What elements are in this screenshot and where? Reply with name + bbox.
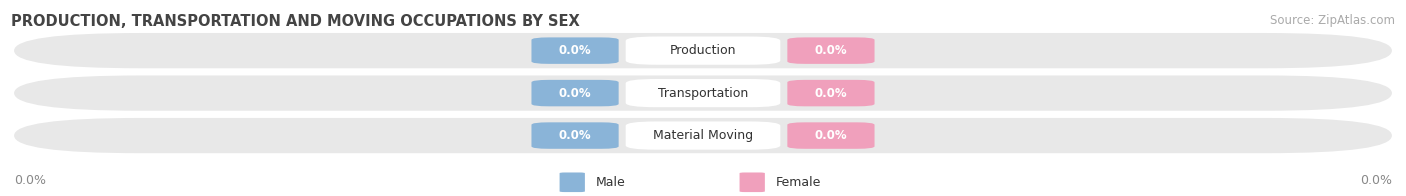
FancyBboxPatch shape — [14, 75, 1392, 111]
Text: 0.0%: 0.0% — [558, 87, 592, 100]
Text: Material Moving: Material Moving — [652, 129, 754, 142]
FancyBboxPatch shape — [14, 118, 1392, 153]
FancyBboxPatch shape — [626, 36, 780, 65]
FancyBboxPatch shape — [626, 122, 780, 150]
FancyBboxPatch shape — [787, 37, 875, 64]
Text: Source: ZipAtlas.com: Source: ZipAtlas.com — [1270, 14, 1395, 27]
FancyBboxPatch shape — [14, 33, 1392, 68]
FancyBboxPatch shape — [626, 79, 780, 107]
FancyBboxPatch shape — [531, 37, 619, 64]
Text: 0.0%: 0.0% — [1360, 174, 1392, 187]
FancyBboxPatch shape — [531, 80, 619, 106]
FancyBboxPatch shape — [787, 80, 875, 106]
Text: PRODUCTION, TRANSPORTATION AND MOVING OCCUPATIONS BY SEX: PRODUCTION, TRANSPORTATION AND MOVING OC… — [11, 14, 581, 29]
Text: Female: Female — [776, 176, 821, 189]
Text: 0.0%: 0.0% — [814, 129, 848, 142]
Text: 0.0%: 0.0% — [814, 44, 848, 57]
FancyBboxPatch shape — [560, 172, 585, 192]
Text: Production: Production — [669, 44, 737, 57]
Text: 0.0%: 0.0% — [814, 87, 848, 100]
Text: Transportation: Transportation — [658, 87, 748, 100]
FancyBboxPatch shape — [740, 172, 765, 192]
Text: Male: Male — [596, 176, 626, 189]
Text: 0.0%: 0.0% — [558, 129, 592, 142]
Text: 0.0%: 0.0% — [14, 174, 46, 187]
FancyBboxPatch shape — [787, 122, 875, 149]
FancyBboxPatch shape — [531, 122, 619, 149]
Text: 0.0%: 0.0% — [558, 44, 592, 57]
